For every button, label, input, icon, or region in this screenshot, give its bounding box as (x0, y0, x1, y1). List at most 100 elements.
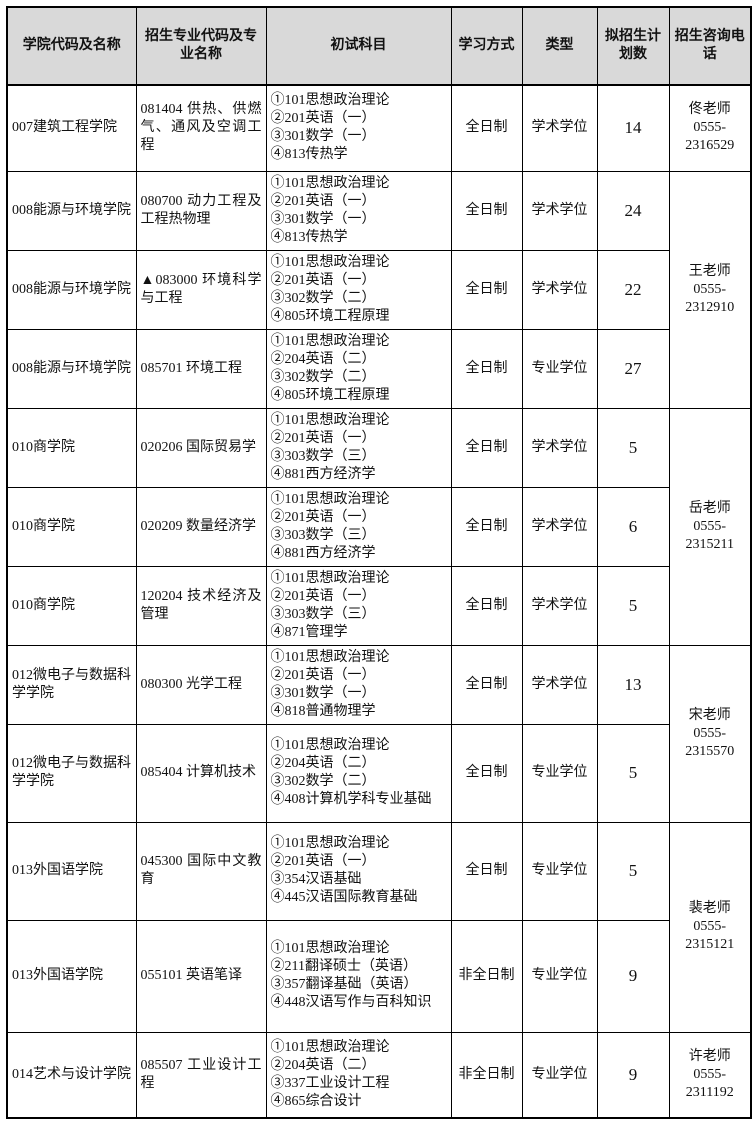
subject-line: ④881西方经济学 (270, 545, 376, 561)
quota-cell: 5 (596, 407, 670, 488)
column-header-contact: 招生咨询电话 (668, 6, 752, 86)
contact-cell: 佟老师 0555- 2316529 (668, 84, 752, 172)
college-cell: 012微电子与数据科学学院 (6, 644, 137, 725)
table-row: 010商学院 120204 技术经济及管理 ①101思想政治理论 ②201英语（一） ③… (6, 565, 751, 646)
college-cell: 008能源与环境学院 (6, 170, 137, 251)
contact-name: 佟老师 (688, 102, 731, 118)
college-cell: 010商学院 (6, 565, 137, 646)
subject-line: ②204英语（二） (270, 1057, 376, 1073)
subject-line: ①101思想政治理论 (270, 491, 390, 507)
subject-line: ③302数学（二） (270, 774, 376, 789)
subject-line: ③301数学（一） (270, 685, 376, 701)
contact-name: 许老师 (688, 1048, 731, 1064)
table-row: 013外国语学院 055101 英语笔译 ①101思想政治理论 ②211翻译硕士（英语… (6, 919, 751, 1033)
quota-cell: 13 (596, 644, 670, 725)
subject-line: ①101思想政治理论 (270, 570, 390, 586)
subject-line: ④445汉语国际教育基础 (270, 890, 418, 905)
degree-type-cell: 专业学位 (521, 821, 598, 921)
college-cell: 012微电子与数据科学学院 (6, 723, 137, 823)
subject-line: ②201英语（一） (270, 272, 376, 288)
college-cell: 013外国语学院 (6, 821, 137, 921)
column-header-college: 学院代码及名称 (6, 6, 137, 86)
contact-phone-number: 2315211 (685, 536, 734, 552)
contact-name: 宋老师 (688, 707, 731, 723)
college-cell: 007建筑工程学院 (6, 84, 137, 172)
subject-line: ④813传热学 (270, 229, 348, 245)
subject-line: ③357翻译基础（英语） (270, 977, 418, 992)
subject-line: ①101思想政治理论 (270, 412, 390, 428)
study-mode-cell: 全日制 (450, 565, 523, 646)
subjects-cell: ①101思想政治理论 ②204英语（二） ③302数学（二） ④805环境工程原理 (265, 328, 452, 409)
study-mode-cell: 全日制 (450, 407, 523, 488)
subject-line: ①101思想政治理论 (270, 1039, 390, 1055)
subject-line: ②204英语（二） (270, 351, 376, 367)
subject-line: ①101思想政治理论 (270, 254, 390, 270)
subject-line: ④448汉语写作与百科知识 (270, 995, 432, 1010)
table-row: 010商学院 020206 国际贸易学 ①101思想政治理论 ②201英语（一） ③30… (6, 407, 752, 646)
table-header: 学院代码及名称 招生专业代码及专业名称 初试科目 学习方式 类型 拟招生计划数 招生咨询电话 (6, 6, 752, 86)
subject-line: ③337工业设计工程 (270, 1075, 390, 1091)
contact-cell: 裴老师 0555- 2315121 (668, 821, 752, 1033)
quota-cell: 9 (596, 919, 670, 1033)
degree-type-cell: 专业学位 (521, 723, 598, 823)
subject-line: ③303数学（三） (270, 606, 376, 622)
column-header-subjects: 初试科目 (265, 6, 452, 86)
table-row: 008能源与环境学院 ▲083000 环境科学与工程 ①101思想政治理论 ②201英… (6, 249, 751, 330)
study-mode-cell: 全日制 (450, 170, 523, 251)
college-cell: 008能源与环境学院 (6, 249, 137, 330)
degree-type-cell: 学术学位 (521, 565, 598, 646)
subject-line: ③303数学（三） (270, 527, 376, 543)
degree-type-cell: 学术学位 (521, 644, 598, 725)
contact-cell: 宋老师 0555- 2315570 (668, 644, 752, 823)
subject-line: ②204英语（二） (270, 756, 376, 771)
major-cell: 045300 国际中文教育 (135, 821, 267, 921)
degree-type-cell: 专业学位 (521, 1031, 598, 1119)
college-cell: 013外国语学院 (6, 919, 137, 1033)
contact-name: 裴老师 (688, 901, 731, 916)
subjects-cell: ①101思想政治理论 ②211翻译硕士（英语） ③357翻译基础（英语） ④448汉语… (265, 919, 452, 1033)
table-row: 013外国语学院 045300 国际中文教育 ①101思想政治理论 ②201英语（一）… (6, 821, 752, 1033)
contact-phone-number: 2312910 (685, 299, 735, 315)
contact-phone-number: 2315570 (685, 743, 735, 759)
subject-line: ②201英语（一） (270, 509, 376, 525)
table-row: 008能源与环境学院 085701 环境工程 ①101思想政治理论 ②204英语（二）… (6, 328, 751, 409)
college-cell: 010商学院 (6, 407, 137, 488)
subject-line: ③301数学（一） (270, 129, 376, 145)
contact-name: 王老师 (688, 263, 731, 279)
quota-cell: 24 (596, 170, 670, 251)
subject-line: ②201英语（一） (270, 588, 376, 604)
admissions-table: 学院代码及名称 招生专业代码及专业名称 初试科目 学习方式 类型 拟招生计划数 招生咨询电话… (6, 6, 752, 1119)
major-cell: 081404 供热、供燃气、通风及空调工程 (135, 84, 267, 172)
table-row: 014艺术与设计学院 085507 工业设计工程 ①101思想政治理论 ②204英语（… (6, 1031, 752, 1119)
column-header-quota: 拟招生计划数 (596, 6, 670, 86)
subject-line: ③301数学（一） (270, 211, 376, 227)
degree-type-cell: 学术学位 (521, 170, 598, 251)
major-cell: 085701 环境工程 (135, 328, 267, 409)
major-cell: 085404 计算机技术 (135, 723, 267, 823)
subject-line: ③302数学（二） (270, 290, 376, 306)
contact-phone-prefix: 0555- (693, 120, 727, 136)
header-row: 学院代码及名称 招生专业代码及专业名称 初试科目 学习方式 类型 拟招生计划数 招生咨询电话 (6, 6, 752, 86)
column-header-major: 招生专业代码及专业名称 (135, 6, 267, 86)
subject-line: ④813传热学 (270, 147, 348, 163)
subjects-cell: ①101思想政治理论 ②201英语（一） ③302数学（二） ④805环境工程原理 (265, 249, 452, 330)
study-mode-cell: 全日制 (450, 328, 523, 409)
contact-phone-prefix: 0555- (693, 725, 727, 741)
contact-phone-prefix: 0555- (693, 281, 727, 297)
subjects-cell: ①101思想政治理论 ②204英语（二） ③337工业设计工程 ④865综合设计 (265, 1031, 452, 1119)
table-row: 010商学院 020209 数量经济学 ①101思想政治理论 ②201英语（一） ③30… (6, 486, 751, 567)
subject-line: ②211翻译硕士（英语） (270, 959, 417, 974)
contact-phone-prefix: 0555- (693, 919, 727, 934)
subject-line: ②201英语（一） (270, 111, 376, 127)
subject-line: ④805环境工程原理 (270, 387, 390, 403)
study-mode-cell: 非全日制 (450, 1031, 523, 1119)
study-mode-cell: 全日制 (450, 249, 523, 330)
degree-type-cell: 学术学位 (521, 249, 598, 330)
quota-cell: 22 (596, 249, 670, 330)
contact-phone-number: 2316529 (685, 138, 735, 154)
study-mode-cell: 全日制 (450, 486, 523, 567)
subjects-cell: ①101思想政治理论 ②201英语（一） ③354汉语基础 ④445汉语国际教育基础 (265, 821, 452, 921)
quota-cell: 5 (596, 821, 670, 921)
subjects-cell: ①101思想政治理论 ②201英语（一） ③301数学（一） ④818普通物理学 (265, 644, 452, 725)
